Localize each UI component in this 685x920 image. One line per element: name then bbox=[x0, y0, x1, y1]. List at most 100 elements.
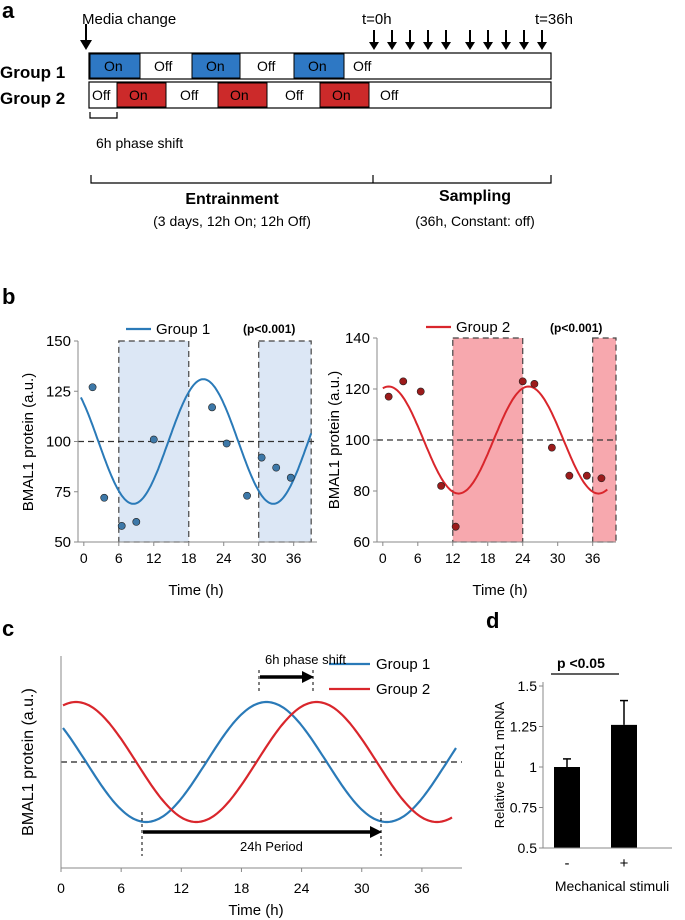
group1-block-label: On bbox=[308, 58, 327, 74]
b1-x-tick-label: 6 bbox=[115, 550, 123, 566]
b2-x-tick-label: 30 bbox=[550, 550, 566, 566]
b2-data-point bbox=[518, 377, 527, 386]
b2-x-tick-label: 0 bbox=[379, 550, 387, 566]
b1-data-point bbox=[286, 473, 295, 482]
c-phase-arrowhead bbox=[302, 671, 314, 683]
sampling-arrowhead bbox=[537, 42, 547, 50]
b1-data-point bbox=[222, 439, 231, 448]
group2-block-label: On bbox=[230, 87, 249, 103]
phase-shift-label: 6h phase shift bbox=[96, 135, 183, 151]
d-x-ticks: - + bbox=[565, 855, 629, 872]
sampling-arrowhead bbox=[423, 42, 433, 50]
panel-c-letter: c bbox=[2, 616, 14, 641]
b1-data-point bbox=[208, 403, 216, 412]
c-phase-shift-label: 6h phase shift bbox=[265, 652, 346, 667]
phase-shift-bracket bbox=[89, 112, 118, 119]
b1-y-tick-label: 100 bbox=[46, 434, 71, 451]
b1-y-tick-label: 50 bbox=[54, 534, 71, 551]
c-x-tick-label: 24 bbox=[294, 880, 310, 896]
d-bars bbox=[554, 699, 637, 848]
d-pvalue: p <0.05 bbox=[557, 655, 605, 671]
b1-x-tick-label: 30 bbox=[251, 550, 267, 566]
c-legend-label-group1: Group 1 bbox=[376, 656, 430, 673]
c-series-group2 bbox=[62, 700, 453, 824]
chart-b2: 60 80 100 120 140 0 6 12 18 24 30 36 BMAL1 protein… bbox=[326, 319, 617, 599]
b1-fit-curve bbox=[80, 378, 313, 505]
d-y-tick-label: 1.25 bbox=[510, 719, 537, 735]
b1-y-ticks: 50 75 100 125 150 bbox=[46, 333, 78, 551]
panel-b-letter: b bbox=[2, 284, 15, 309]
b2-data-point bbox=[582, 471, 591, 480]
b1-x-ticks: 0 6 12 18 24 30 36 bbox=[80, 542, 302, 566]
group2-row-label: Group 2 bbox=[0, 89, 65, 108]
b1-data-point bbox=[132, 518, 141, 526]
c-x-axis-label: Time (h) bbox=[228, 902, 283, 919]
c-period-arrowhead bbox=[370, 826, 382, 838]
c-x-tick-label: 36 bbox=[414, 880, 430, 896]
c-x-ticks: 0 6 12 18 24 30 36 bbox=[57, 868, 430, 896]
group2-block-label: On bbox=[129, 87, 148, 103]
b2-data-point bbox=[547, 443, 556, 452]
b1-data-point bbox=[272, 463, 281, 472]
d-y-tick-label: 0.5 bbox=[518, 840, 538, 856]
b1-data-point bbox=[243, 491, 251, 500]
d-y-ticks: 0.5 0.75 1 1.25 1.5 bbox=[510, 678, 543, 856]
b2-data-point bbox=[384, 392, 393, 401]
group1-block-label: On bbox=[206, 58, 225, 74]
b1-pvalue: (p<0.001) bbox=[243, 322, 295, 336]
sampling-subtitle: (36h, Constant: off) bbox=[415, 213, 535, 229]
d-x-tick-label: - bbox=[565, 855, 570, 872]
b2-x-tick-label: 12 bbox=[445, 550, 461, 566]
panel-a-letter: a bbox=[2, 0, 15, 23]
b2-data-point bbox=[451, 522, 460, 531]
d-bar bbox=[611, 724, 637, 848]
b1-y-tick-label: 125 bbox=[46, 383, 71, 400]
c-x-tick-label: 6 bbox=[117, 880, 125, 896]
b2-y-tick-label: 140 bbox=[345, 330, 370, 347]
b2-y-tick-label: 120 bbox=[345, 381, 370, 398]
c-series-group1 bbox=[62, 700, 457, 824]
b2-data-point bbox=[399, 377, 408, 386]
d-bar bbox=[554, 767, 580, 848]
d-y-tick-label: 0.75 bbox=[510, 800, 537, 816]
b2-x-ticks: 0 6 12 18 24 30 36 bbox=[379, 542, 601, 566]
d-y-tick-label: 1.5 bbox=[518, 678, 538, 694]
b2-x-tick-label: 18 bbox=[480, 550, 496, 566]
group1-block-on bbox=[293, 53, 345, 79]
group1-block-label: Off bbox=[154, 58, 173, 74]
b1-x-axis-label: Time (h) bbox=[168, 582, 223, 599]
b2-legend-label: Group 2 bbox=[456, 319, 510, 336]
b1-points bbox=[88, 383, 295, 530]
group2-block-label: Off bbox=[380, 87, 399, 103]
b2-y-tick-label: 80 bbox=[353, 483, 370, 500]
c-x-tick-label: 0 bbox=[57, 880, 65, 896]
b1-x-tick-label: 36 bbox=[286, 550, 302, 566]
b1-y-axis-label: BMAL1 protein (a.u.) bbox=[20, 373, 37, 511]
b1-x-tick-label: 12 bbox=[146, 550, 162, 566]
b1-data-point bbox=[149, 435, 158, 444]
sampling-arrowhead bbox=[369, 42, 379, 50]
t36-label: t=36h bbox=[535, 11, 573, 28]
panel-d-letter: d bbox=[486, 608, 499, 633]
c-x-tick-label: 18 bbox=[234, 880, 250, 896]
b1-x-tick-label: 24 bbox=[216, 550, 232, 566]
sampling-arrowhead bbox=[519, 42, 529, 50]
b2-x-axis-label: Time (h) bbox=[472, 582, 527, 599]
b1-legend-label: Group 1 bbox=[156, 321, 210, 338]
timeline-bracket bbox=[90, 175, 552, 184]
sampling-title: Sampling bbox=[439, 188, 511, 205]
group2-block-label: Off bbox=[285, 87, 304, 103]
panel-a: a Media change t=0h t=36h Group 1 Group … bbox=[0, 0, 573, 229]
d-y-axis-label: Relative PER1 mRNA bbox=[492, 701, 507, 828]
t0-label: t=0h bbox=[362, 11, 392, 28]
b2-fit-curve bbox=[382, 385, 608, 495]
sampling-arrowhead bbox=[465, 42, 475, 50]
c-period-label: 24h Period bbox=[240, 839, 303, 854]
b1-y-tick-label: 150 bbox=[46, 333, 71, 350]
b2-x-tick-label: 36 bbox=[585, 550, 601, 566]
sampling-arrowhead bbox=[441, 42, 451, 50]
b2-y-ticks: 60 80 100 120 140 bbox=[345, 330, 377, 551]
b2-data-point bbox=[437, 481, 446, 490]
b2-pvalue: (p<0.001) bbox=[550, 321, 602, 335]
